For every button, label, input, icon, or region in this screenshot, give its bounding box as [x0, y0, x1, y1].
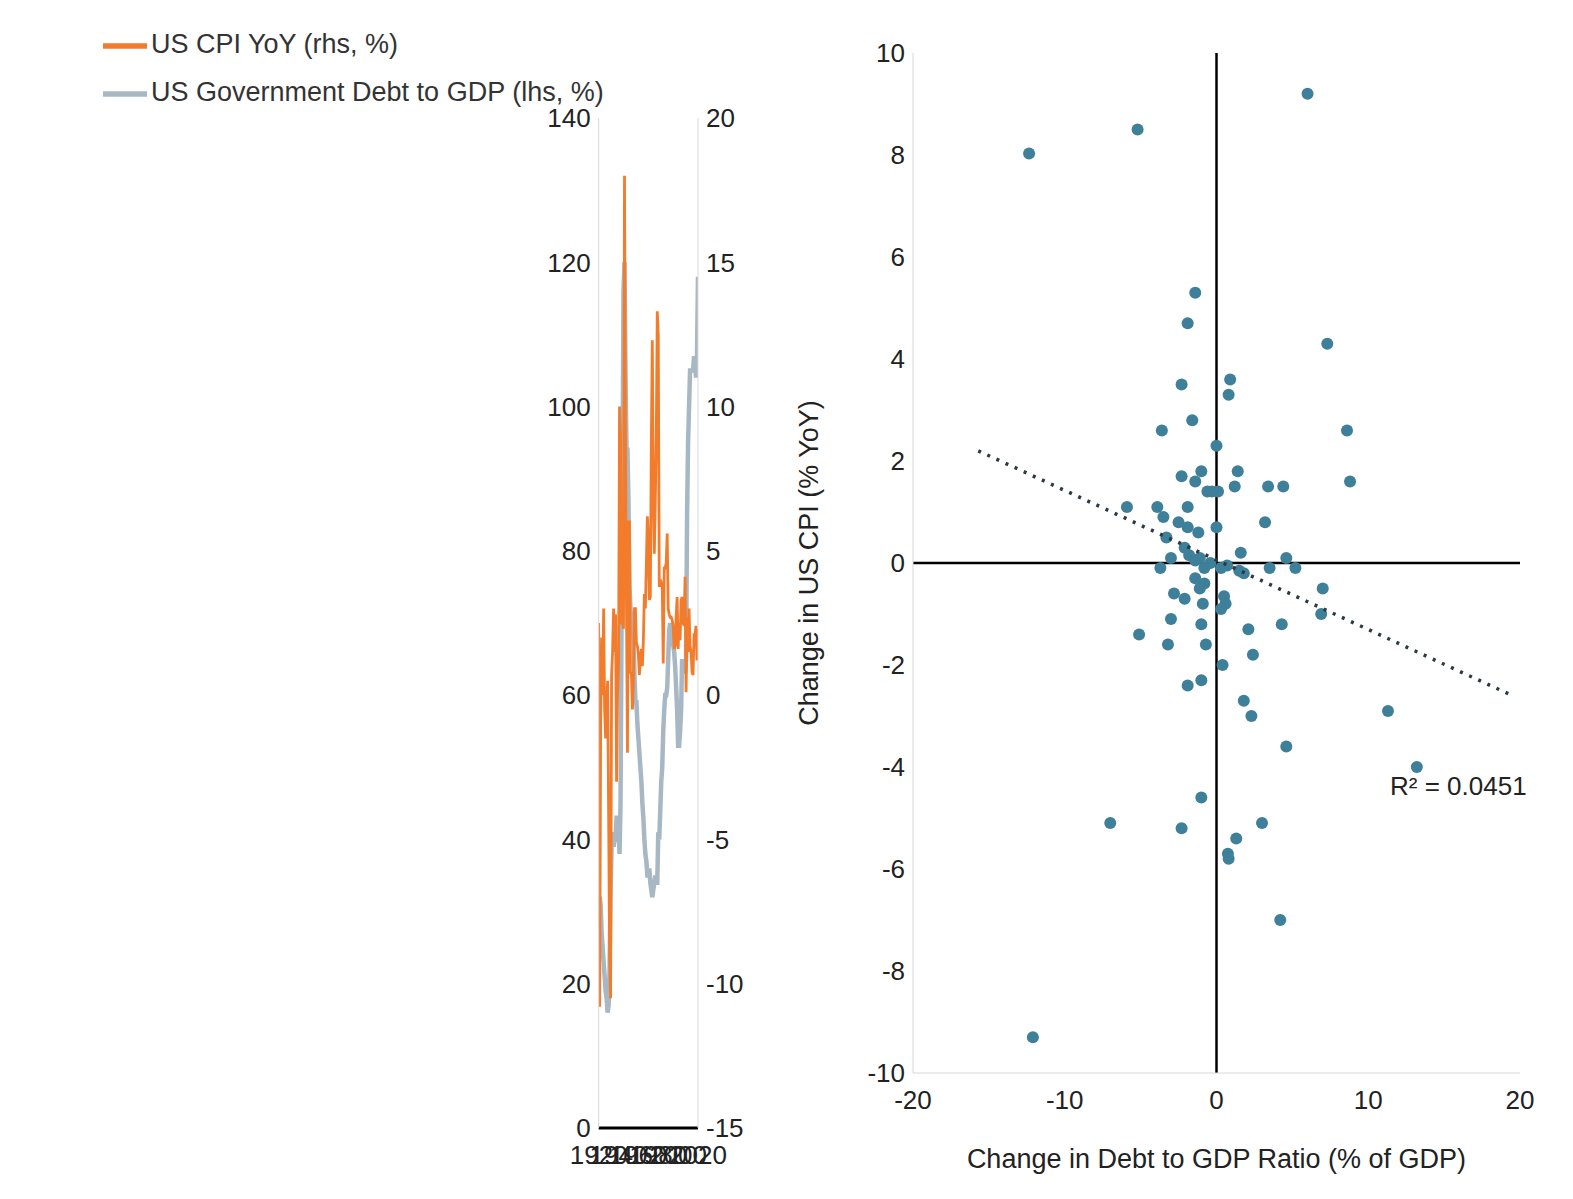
svg-text:20: 20 — [562, 969, 591, 999]
svg-text:-15: -15 — [706, 1113, 744, 1143]
svg-text:80: 80 — [562, 536, 591, 566]
svg-text:0: 0 — [706, 680, 720, 710]
svg-text:10: 10 — [1354, 1085, 1383, 1115]
svg-text:0: 0 — [1209, 1085, 1223, 1115]
svg-text:-5: -5 — [706, 825, 729, 855]
svg-text:0: 0 — [576, 1113, 590, 1143]
svg-text:-8: -8 — [882, 956, 905, 986]
svg-text:2020: 2020 — [669, 1140, 727, 1170]
svg-text:-2: -2 — [882, 650, 905, 680]
svg-text:-4: -4 — [882, 752, 905, 782]
svg-text:15: 15 — [706, 248, 735, 278]
svg-text:100: 100 — [547, 392, 590, 422]
svg-text:60: 60 — [562, 680, 591, 710]
svg-text:5: 5 — [706, 536, 720, 566]
svg-text:-10: -10 — [867, 1058, 905, 1088]
svg-text:10: 10 — [876, 38, 905, 68]
svg-text:0: 0 — [891, 548, 905, 578]
svg-text:20: 20 — [1506, 1085, 1535, 1115]
html-text:R² = 0.0451: R² = 0.0451 — [1390, 771, 1527, 801]
svg-text:-6: -6 — [882, 854, 905, 884]
svg-text:4: 4 — [891, 344, 905, 374]
svg-text:Change in Debt to GDP Ratio (%: Change in Debt to GDP Ratio (% of GDP) — [967, 1144, 1466, 1174]
svg-text:8: 8 — [891, 140, 905, 170]
svg-text:120: 120 — [547, 248, 590, 278]
svg-text:10: 10 — [706, 392, 735, 422]
svg-text:-10: -10 — [1046, 1085, 1084, 1115]
svg-text:6: 6 — [891, 242, 905, 272]
svg-text:40: 40 — [562, 825, 591, 855]
html-text:US Government Debt to GDP (lhs: US Government Debt to GDP (lhs, %) — [151, 77, 604, 107]
svg-text:-10: -10 — [706, 969, 744, 999]
html-text:US CPI YoY (rhs, %): US CPI YoY (rhs, %) — [151, 29, 399, 59]
svg-text:2: 2 — [891, 446, 905, 476]
svg-text:-20: -20 — [894, 1085, 932, 1115]
svg-text:20: 20 — [706, 103, 735, 133]
svg-text:140: 140 — [547, 103, 590, 133]
svg-text:Change in US CPI (% YoY): Change in US CPI (% YoY) — [794, 400, 824, 726]
